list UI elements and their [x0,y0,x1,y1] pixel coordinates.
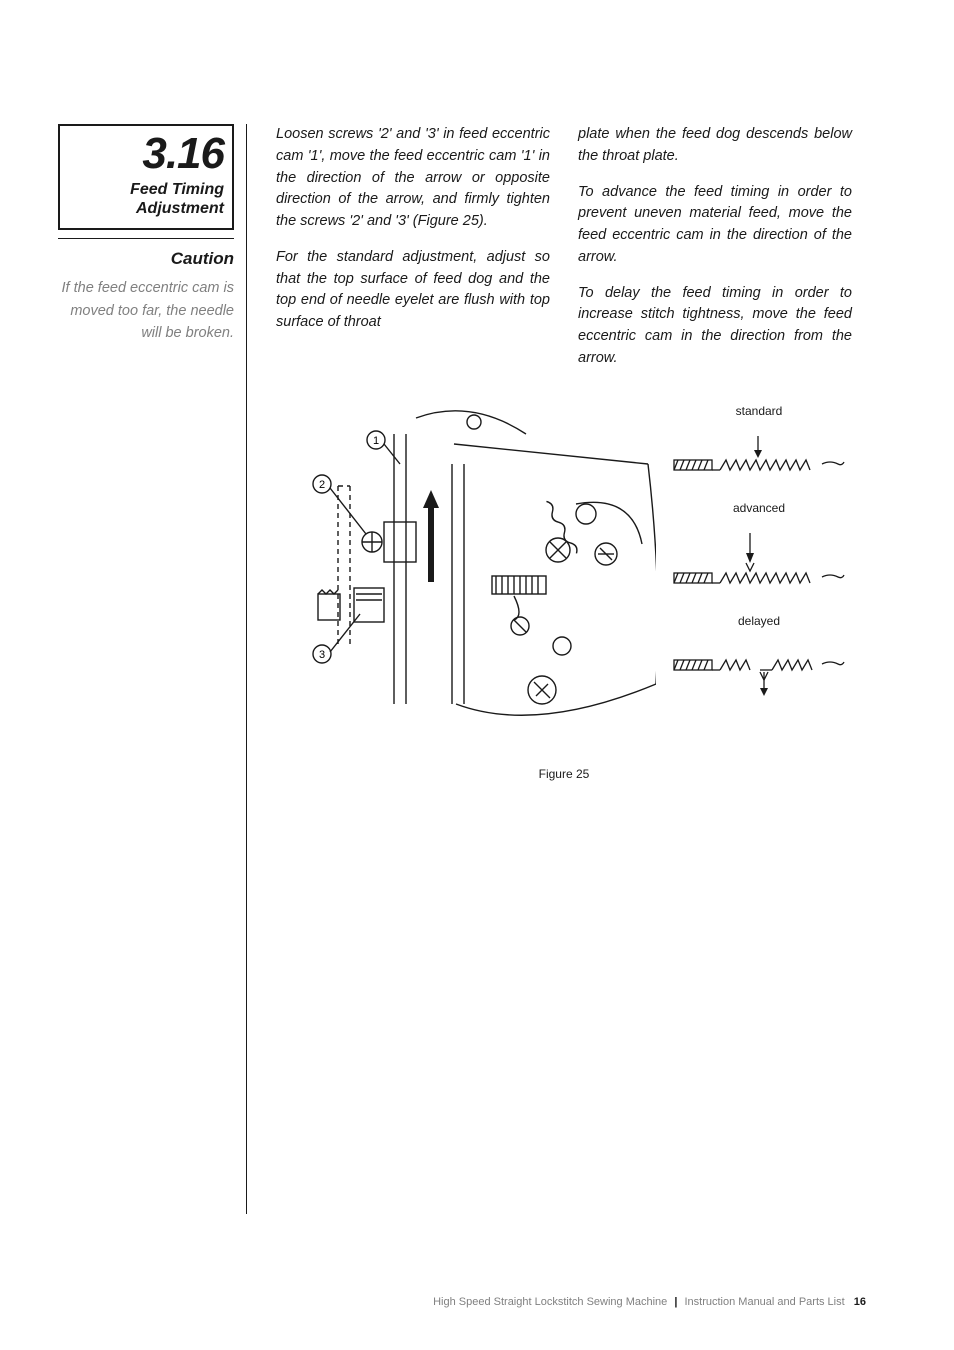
figure-25: 1 2 3 standard [276,404,852,781]
callout-2: 2 [319,479,325,491]
footer-subtitle: Instruction Manual and Parts List [684,1296,844,1308]
page-number: 16 [854,1296,866,1308]
stitch-label: standard [666,404,852,418]
body-col-2: plate when the feed dog descends below t… [578,124,852,384]
stitch-delayed: delayed [666,614,852,709]
paragraph: To delay the feed timing in order to inc… [578,283,852,370]
section-heading-box: 3.16 Feed Timing Adjustment [58,124,234,230]
mechanism-diagram: 1 2 3 [276,404,656,749]
divider [58,238,234,239]
page-footer: High Speed Straight Lockstitch Sewing Ma… [433,1296,866,1308]
section-number: 3.16 [68,132,224,176]
stitch-standard: standard [666,404,852,483]
body-text: Loosen screws '2' and '3' in feed eccent… [276,124,852,384]
vertical-divider [246,124,247,1214]
paragraph: To advance the feed timing in order to p… [578,182,852,269]
footer-doc-title: High Speed Straight Lockstitch Sewing Ma… [433,1296,667,1308]
paragraph: Loosen screws '2' and '3' in feed eccent… [276,124,550,233]
paragraph: plate when the feed dog descends below t… [578,124,852,168]
caution-body: If the feed eccentric cam is moved too f… [58,277,234,344]
body-col-1: Loosen screws '2' and '3' in feed eccent… [276,124,550,384]
stitch-label: advanced [666,501,852,515]
caution-heading: Caution [58,249,234,269]
footer-separator: | [674,1296,677,1308]
paragraph: For the standard adjustment, adjust so t… [276,247,550,334]
stitch-samples: standard advanced [666,404,852,727]
section-title: Feed Timing Adjustment [68,180,224,218]
stitch-label: delayed [666,614,852,628]
callout-1: 1 [373,435,379,447]
figure-caption: Figure 25 [276,767,852,781]
stitch-advanced: advanced [666,501,852,596]
callout-3: 3 [319,649,325,661]
